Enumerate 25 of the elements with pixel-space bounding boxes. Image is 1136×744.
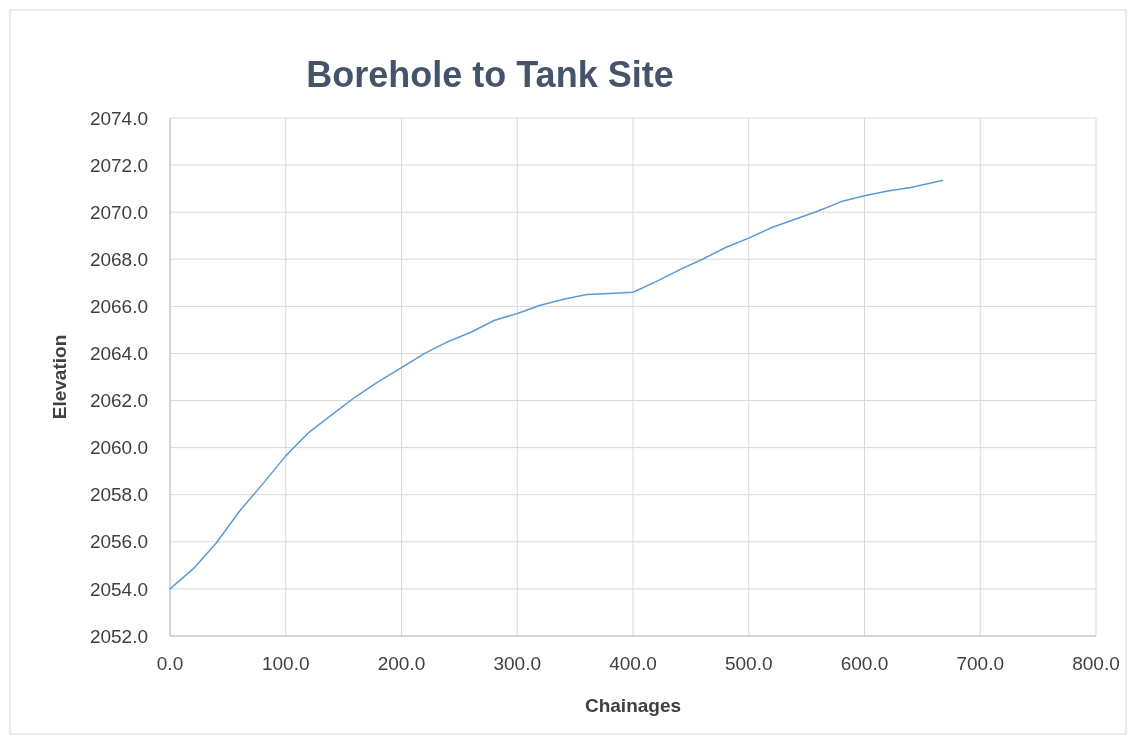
y-tick-label: 2060.0 — [89, 437, 148, 459]
y-tick-label: 2058.0 — [89, 484, 148, 506]
x-tick-label: 100.0 — [261, 653, 310, 674]
line-series — [169, 179, 943, 590]
x-tick-label: 600.0 — [840, 653, 889, 674]
y-tick-label: 2054.0 — [89, 578, 148, 600]
y-axis-title: Elevation — [49, 334, 70, 420]
y-tick-label: 2072.0 — [89, 154, 148, 176]
y-tick-label: 2068.0 — [89, 248, 148, 270]
x-axis-title: Chainages — [584, 695, 682, 716]
chart-title: Borehole to Tank Site — [306, 54, 674, 95]
y-tick-label: 2052.0 — [89, 625, 148, 647]
y-tick-label: 2070.0 — [89, 201, 148, 223]
x-tick-label: 400.0 — [609, 653, 657, 674]
y-tick-label: 2064.0 — [89, 343, 148, 365]
y-tick-label: 2066.0 — [89, 296, 148, 318]
x-tick-label: 300.0 — [493, 653, 542, 674]
x-tick-label: 200.0 — [377, 653, 426, 674]
x-tick-label: 700.0 — [956, 653, 1005, 674]
y-tick-label: 2056.0 — [89, 531, 148, 553]
x-tick-label: 500.0 — [724, 653, 773, 674]
y-tick-label: 2062.0 — [89, 390, 148, 412]
x-tick-label: 0.0 — [156, 653, 184, 674]
x-tick-label: 800.0 — [1072, 653, 1120, 674]
y-tick-label: 2074.0 — [89, 107, 148, 129]
